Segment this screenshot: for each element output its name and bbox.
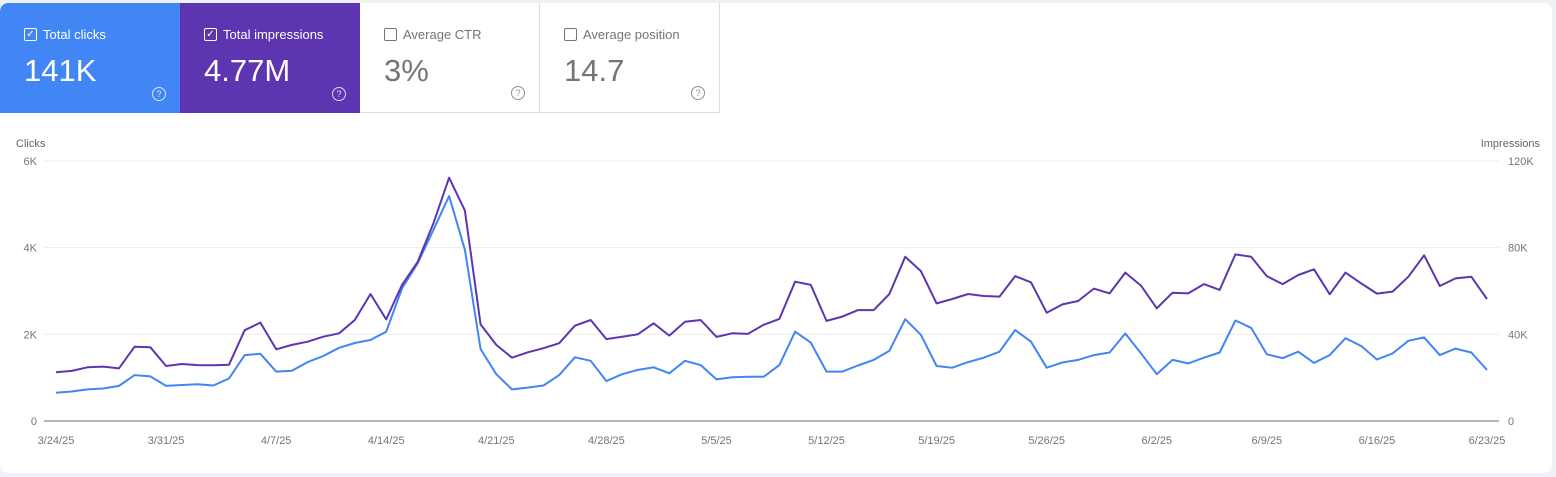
x-tick-label: 4/21/25 (478, 435, 515, 447)
checkbox-checked-icon[interactable]: ✓ (204, 28, 217, 41)
left-tick-label: 2K (24, 329, 38, 341)
x-tick-label: 6/9/25 (1252, 435, 1283, 447)
metric-label-row: Average position (564, 27, 680, 42)
metric-total-impressions[interactable]: ✓ Total impressions 4.77M ? (180, 3, 360, 113)
x-tick-label: 5/5/25 (701, 435, 732, 447)
metric-value: 4.77M (204, 53, 291, 88)
x-tick-label: 5/26/25 (1028, 435, 1065, 447)
right-tick-label: 120K (1508, 156, 1534, 168)
metric-tiles: ✓ Total clicks 141K ? ✓ Total impression… (0, 3, 720, 113)
right-tick-label: 40K (1508, 329, 1528, 341)
performance-chart: 0 0 2K 40K 4K 80K 6K 120K 3/24/25 3/31/25 4/7/25 4/… (24, 156, 1535, 447)
x-tick-label: 3/24/25 (38, 435, 75, 447)
metric-average-ctr[interactable]: Average CTR 3% ? (360, 3, 540, 113)
help-icon[interactable]: ? (511, 86, 525, 100)
metric-value: 141K (24, 53, 97, 88)
x-tick-label: 6/23/25 (1469, 435, 1506, 447)
right-tick-label: 80K (1508, 243, 1528, 255)
metric-label-row: ✓ Total impressions (204, 27, 323, 42)
metric-label: Average CTR (403, 27, 482, 42)
x-tick-label: 4/28/25 (588, 435, 625, 447)
x-tick-label: 6/2/25 (1141, 435, 1172, 447)
x-tick-label: 3/31/25 (148, 435, 185, 447)
metric-average-position[interactable]: Average position 14.7 ? (540, 3, 720, 113)
performance-card: ✓ Total clicks 141K ? ✓ Total impression… (0, 3, 1552, 473)
left-tick-label: 0 (31, 416, 37, 428)
metric-label: Total impressions (223, 27, 324, 42)
left-tick-label: 4K (24, 243, 38, 255)
x-tick-label: 5/19/25 (918, 435, 955, 447)
left-tick-label: 6K (24, 156, 38, 168)
help-icon[interactable]: ? (152, 87, 166, 101)
x-tick-label: 5/12/25 (808, 435, 845, 447)
x-tick-label: 4/7/25 (261, 435, 292, 447)
x-tick-label: 4/14/25 (368, 435, 405, 447)
right-tick-label: 0 (1508, 416, 1514, 428)
help-icon[interactable]: ? (332, 87, 346, 101)
help-icon[interactable]: ? (691, 86, 705, 100)
left-axis-title: Clicks (16, 138, 46, 150)
series-line-clicks (55, 195, 1488, 394)
metric-label: Total clicks (43, 27, 106, 42)
metric-value: 3% (384, 53, 429, 88)
x-tick-label: 6/16/25 (1359, 435, 1396, 447)
metric-label-row: ✓ Total clicks (24, 27, 106, 42)
right-axis-title: Impressions (1480, 138, 1540, 150)
metric-label-row: Average CTR (384, 27, 482, 42)
checkbox-checked-icon[interactable]: ✓ (24, 28, 37, 41)
metric-total-clicks[interactable]: ✓ Total clicks 141K ? (0, 3, 180, 113)
checkbox-unchecked-icon[interactable] (384, 28, 397, 41)
checkbox-unchecked-icon[interactable] (564, 28, 577, 41)
metric-value: 14.7 (564, 53, 625, 88)
series-line-impressions (55, 176, 1488, 374)
metric-label: Average position (583, 27, 680, 42)
